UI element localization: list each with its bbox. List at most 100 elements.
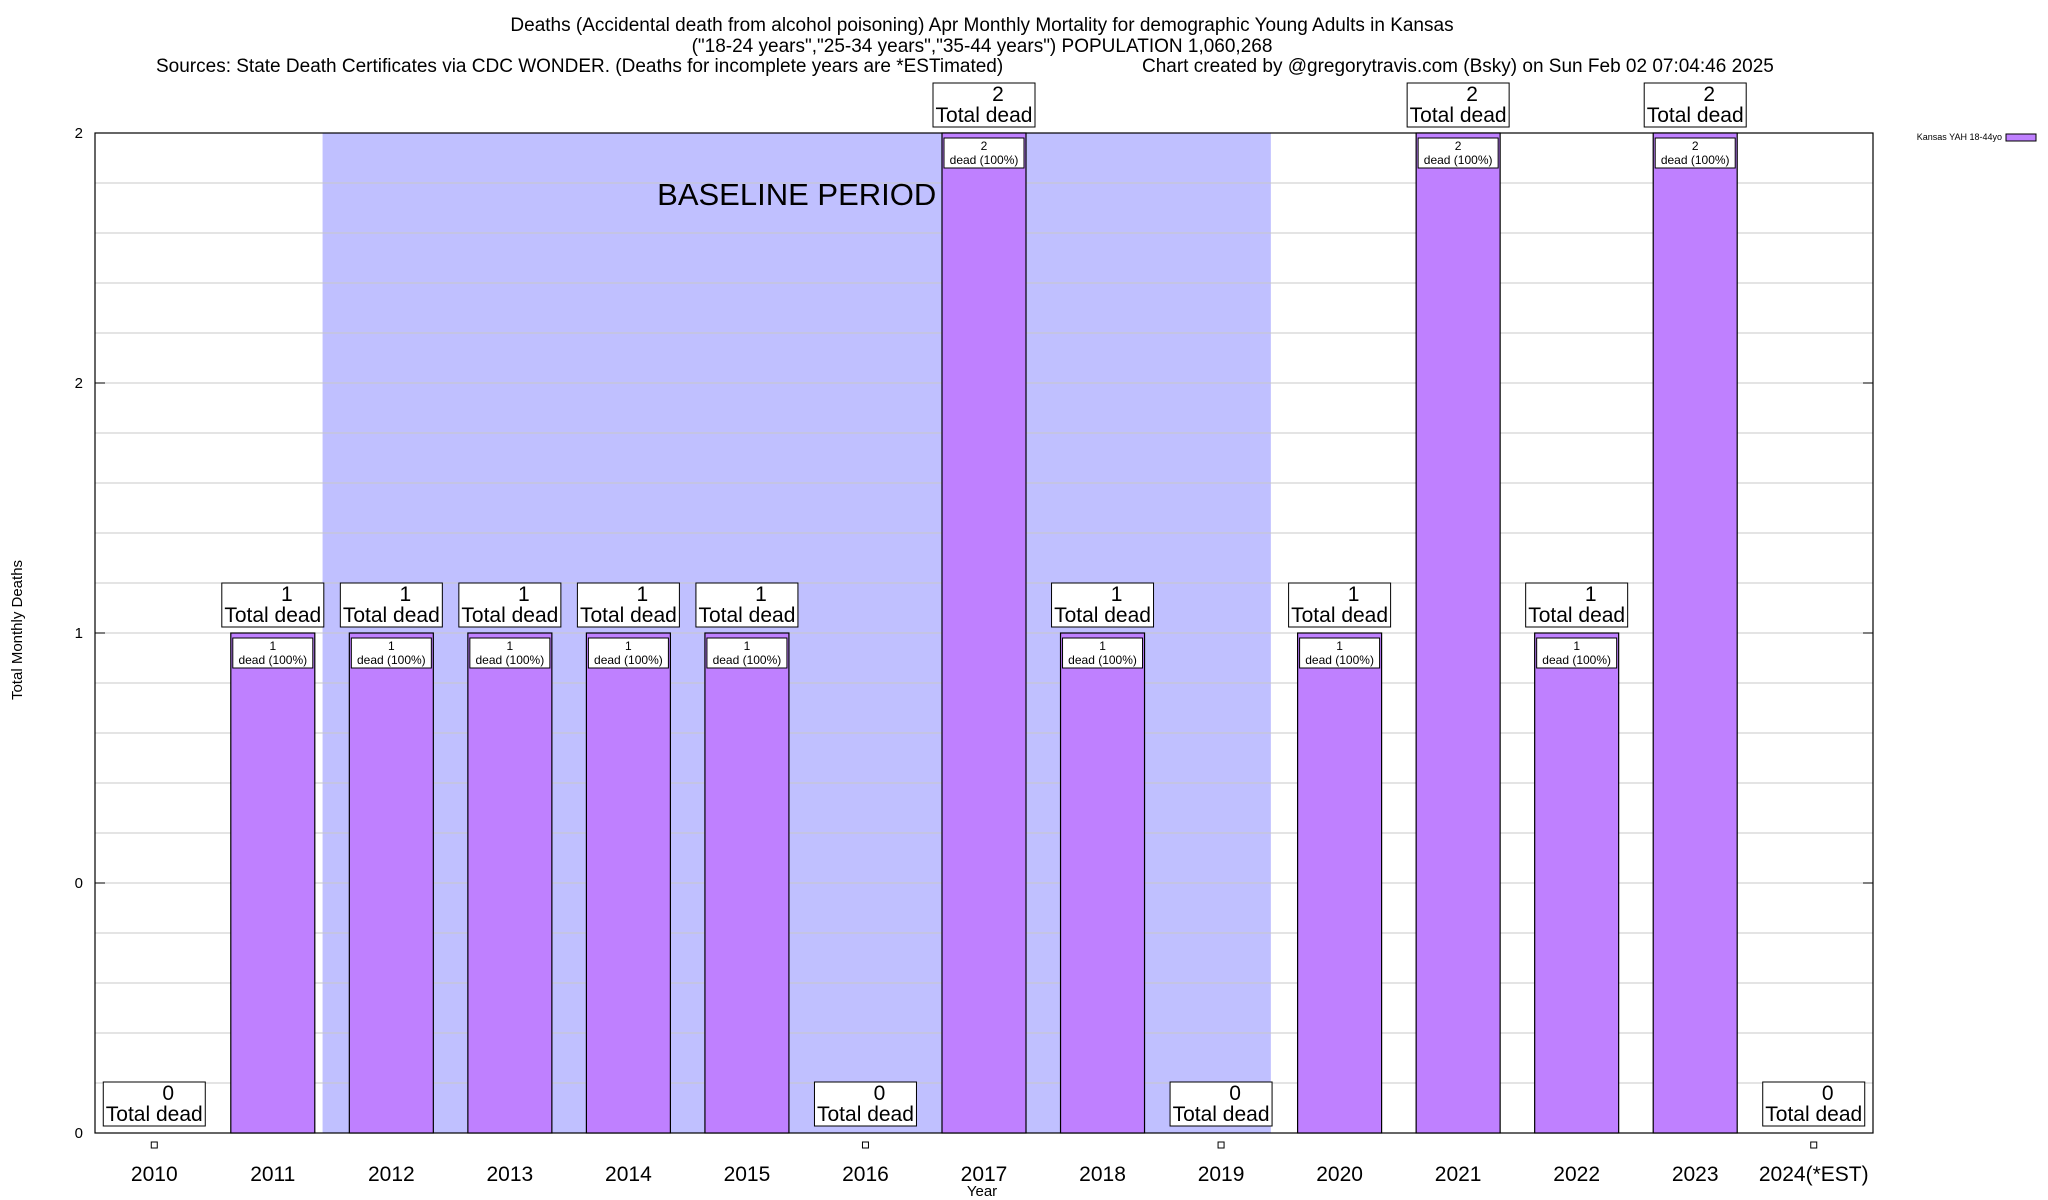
bar <box>941 132 1027 1134</box>
bar-percent-label: dead (100%) <box>1068 653 1137 667</box>
total-text-label: Total dead <box>1054 604 1151 627</box>
x-tick-label: 2024(*EST) <box>1759 1163 1869 1186</box>
total-value-label: 1 <box>1585 583 1597 606</box>
x-tick-label: 2013 <box>487 1163 534 1186</box>
total-label-box <box>339 582 443 628</box>
total-value-label: 0 <box>874 1082 886 1105</box>
total-text-label: Total dead <box>1173 1103 1270 1126</box>
legend-swatch <box>2005 133 2037 142</box>
total-label-box <box>813 1081 917 1127</box>
x-tick-label: 2020 <box>1316 1163 1363 1186</box>
bar-percent-label: dead (100%) <box>476 653 545 667</box>
zero-marker <box>1217 1141 1225 1149</box>
bar-label-box <box>350 637 432 669</box>
bar <box>348 632 434 1134</box>
x-tick-label: 2015 <box>724 1163 771 1186</box>
total-label-box <box>576 582 680 628</box>
bar-count-label: 1 <box>507 639 514 653</box>
total-value-label: 0 <box>1229 1082 1241 1105</box>
bar-label-box <box>1654 137 1736 169</box>
total-label-box <box>102 1081 206 1127</box>
x-tick-label: 2019 <box>1198 1163 1245 1186</box>
bar-count-label: 2 <box>1455 139 1462 153</box>
total-label-box <box>695 582 799 628</box>
bar-count-label: 2 <box>1692 139 1699 153</box>
total-text-label: Total dead <box>1410 104 1507 127</box>
bar <box>1296 632 1383 1134</box>
bar <box>1059 632 1146 1134</box>
y-tick-label: 0 <box>75 875 83 892</box>
x-axis-title: Year <box>967 1183 997 1200</box>
total-label-box <box>932 82 1036 128</box>
zero-marker <box>150 1141 158 1149</box>
bar-count-label: 1 <box>1099 639 1106 653</box>
total-text-label: Total dead <box>106 1103 203 1126</box>
total-value-label: 2 <box>1466 83 1478 106</box>
total-text-label: Total dead <box>1528 604 1625 627</box>
total-value-label: 1 <box>281 583 293 606</box>
y-axis-title: Total Monthly Deaths <box>9 560 26 700</box>
bar-percent-label: dead (100%) <box>1424 153 1493 167</box>
total-value-label: 0 <box>162 1082 174 1105</box>
bar-percent-label: dead (100%) <box>713 653 782 667</box>
bar-percent-label: dead (100%) <box>357 653 426 667</box>
total-label-box <box>1169 1081 1273 1127</box>
bar <box>1415 132 1501 1134</box>
total-text-label: Total dead <box>817 1103 914 1126</box>
total-text-label: Total dead <box>580 604 677 627</box>
total-label-box <box>1406 82 1510 128</box>
x-tick-label: 2017 <box>961 1163 1008 1186</box>
x-tick-label: 2016 <box>842 1163 889 1186</box>
total-value-label: 1 <box>399 583 411 606</box>
total-text-label: Total dead <box>1647 104 1744 127</box>
y-tick-label: 2 <box>75 375 83 392</box>
total-label-box <box>458 582 562 628</box>
total-value-label: 1 <box>637 583 649 606</box>
total-label-box <box>221 582 325 628</box>
chart-sources: Sources: State Death Certificates via CD… <box>156 56 1003 77</box>
y-tick-label: 0 <box>75 1125 83 1142</box>
x-tick-label: 2022 <box>1553 1163 1600 1186</box>
bar-percent-label: dead (100%) <box>1661 153 1730 167</box>
bar-label-box <box>587 637 669 669</box>
total-text-label: Total dead <box>343 604 440 627</box>
total-value-label: 2 <box>992 83 1004 106</box>
total-text-label: Total dead <box>698 604 795 627</box>
bar-count-label: 1 <box>744 639 751 653</box>
bar-count-label: 2 <box>981 139 988 153</box>
bar <box>585 632 672 1134</box>
bar <box>230 632 316 1134</box>
x-tick-label: 2023 <box>1672 1163 1719 1186</box>
y-tick-label: 2 <box>75 125 83 142</box>
baseline-period-label: BASELINE PERIOD <box>657 177 936 212</box>
total-value-label: 1 <box>1348 583 1360 606</box>
bar-label-box <box>706 637 788 669</box>
total-text-label: Total dead <box>461 604 558 627</box>
total-text-label: Total dead <box>224 604 321 627</box>
bar-label-box <box>1417 137 1499 169</box>
bar-label-box <box>943 137 1025 169</box>
x-tick-label: 2012 <box>368 1163 415 1186</box>
bar-percent-label: dead (100%) <box>238 653 307 667</box>
total-label-box <box>1643 82 1747 128</box>
zero-marker <box>1810 1141 1818 1149</box>
bar-percent-label: dead (100%) <box>1305 653 1374 667</box>
bar-label-box <box>1062 637 1144 669</box>
bar-percent-label: dead (100%) <box>950 153 1019 167</box>
total-value-label: 1 <box>518 583 530 606</box>
total-label-box <box>1288 582 1392 628</box>
chart-credit: Chart created by @gregorytravis.com (Bsk… <box>1142 56 1774 77</box>
total-label-box <box>1051 582 1155 628</box>
x-tick-label: 2021 <box>1435 1163 1482 1186</box>
y-tick-label: 1 <box>75 625 83 642</box>
bar <box>1534 632 1620 1134</box>
total-value-label: 1 <box>1111 583 1123 606</box>
bar-label-box <box>1536 637 1618 669</box>
bar-label-box <box>1299 637 1381 669</box>
bar-label-box <box>232 637 314 669</box>
bar-percent-label: dead (100%) <box>594 653 663 667</box>
chart-title-line-1: Deaths (Accidental death from alcohol po… <box>510 15 1453 36</box>
x-tick-label: 2018 <box>1079 1163 1126 1186</box>
legend-label: Kansas YAH 18-44yo <box>1917 132 2002 142</box>
